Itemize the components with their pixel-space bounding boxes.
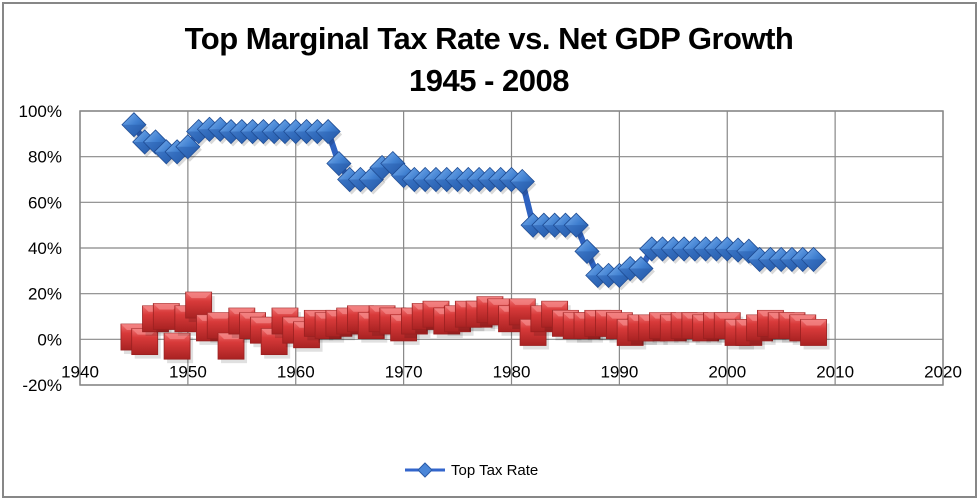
gdp-marker-bevel — [185, 292, 212, 299]
gdp-marker-bevel — [509, 298, 536, 305]
y-tick-label: -20% — [22, 376, 62, 395]
y-tick-label: 40% — [28, 239, 62, 258]
tax-marker-bevel — [564, 225, 589, 238]
tax-marker-bevel — [316, 131, 341, 144]
tax-marker-bevel — [165, 151, 190, 164]
x-tick-label: 2020 — [924, 362, 962, 381]
tax-marker-bevel — [359, 179, 384, 192]
tax-marker-bevel — [575, 251, 600, 264]
x-tick-label: 2000 — [708, 362, 746, 381]
y-tick-label: 80% — [28, 148, 62, 167]
x-tick-label: 1960 — [277, 362, 315, 381]
chart-subtitle: 1945 - 2008 — [409, 63, 569, 98]
tax-marker-bevel — [607, 275, 632, 288]
y-tick-label: 0% — [37, 330, 62, 349]
gdp-marker-bevel — [271, 308, 298, 315]
gdp-marker-bevel — [164, 333, 191, 340]
x-tick-label: 2010 — [816, 362, 854, 381]
gdp-marker-bevel — [714, 312, 741, 319]
tax-marker-bevel — [175, 146, 200, 159]
tax-marker-bevel — [628, 268, 653, 281]
y-tick-label: 60% — [28, 193, 62, 212]
tax-marker-bevel — [510, 181, 535, 194]
gdp-marker-bevel — [250, 317, 277, 324]
legend: Top Tax Rate — [405, 460, 538, 480]
gdp-marker-bevel — [379, 308, 406, 315]
gdp-marker-bevel — [153, 303, 180, 310]
tax-marker-bevel — [121, 124, 146, 137]
gdp-marker-bevel — [422, 301, 449, 308]
gdp-marker-bevel — [207, 312, 234, 319]
legend-label-top-tax-rate: Top Tax Rate — [451, 461, 539, 479]
gdp-marker-bevel — [541, 301, 568, 308]
y-tick-label: 20% — [28, 285, 62, 304]
legend-diamond-line-icon — [405, 462, 445, 478]
chart-title-main: Top Marginal Tax Rate vs. Net GDP Growth — [184, 21, 794, 56]
gdp-marker-bevel — [347, 305, 374, 312]
gdp-marker-bevel — [800, 319, 827, 326]
tax-marker-bevel — [801, 259, 826, 272]
x-tick-label: 1980 — [493, 362, 531, 381]
gdp-marker-bevel — [487, 298, 514, 305]
gdp-marker-bevel — [606, 312, 633, 319]
chart-title: Top Marginal Tax Rate vs. Net GDP Growth… — [0, 18, 978, 102]
gdp-marker-bevel — [218, 333, 245, 340]
x-tick-label: 1950 — [169, 362, 207, 381]
x-tick-label: 1990 — [600, 362, 638, 381]
y-tick-label: 100% — [19, 102, 62, 121]
tax-marker-bevel — [326, 163, 351, 176]
x-tick-label: 1940 — [61, 362, 99, 381]
x-tick-label: 1970 — [385, 362, 423, 381]
tax-marker-bevel — [380, 163, 405, 176]
